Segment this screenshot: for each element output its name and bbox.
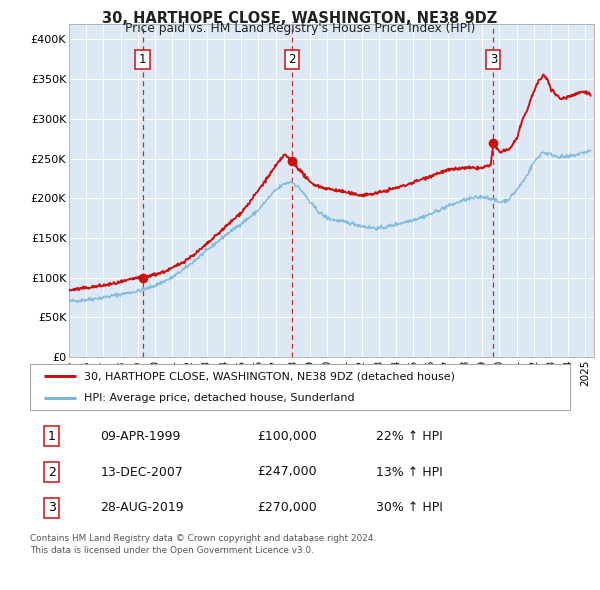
Text: 3: 3 xyxy=(490,53,497,66)
Text: 2: 2 xyxy=(288,53,296,66)
Text: 1: 1 xyxy=(47,430,56,442)
Text: 22% ↑ HPI: 22% ↑ HPI xyxy=(376,430,442,442)
Text: 30, HARTHOPE CLOSE, WASHINGTON, NE38 9DZ (detached house): 30, HARTHOPE CLOSE, WASHINGTON, NE38 9DZ… xyxy=(84,372,455,382)
Text: 13% ↑ HPI: 13% ↑ HPI xyxy=(376,466,442,478)
Text: £100,000: £100,000 xyxy=(257,430,317,442)
Text: £247,000: £247,000 xyxy=(257,466,316,478)
Text: 30, HARTHOPE CLOSE, WASHINGTON, NE38 9DZ: 30, HARTHOPE CLOSE, WASHINGTON, NE38 9DZ xyxy=(103,11,497,25)
Text: 13-DEC-2007: 13-DEC-2007 xyxy=(100,466,183,478)
Text: 28-AUG-2019: 28-AUG-2019 xyxy=(100,502,184,514)
Text: 1: 1 xyxy=(139,53,146,66)
Text: 30% ↑ HPI: 30% ↑ HPI xyxy=(376,502,442,514)
Text: HPI: Average price, detached house, Sunderland: HPI: Average price, detached house, Sund… xyxy=(84,392,355,402)
FancyBboxPatch shape xyxy=(30,364,570,410)
Text: Contains HM Land Registry data © Crown copyright and database right 2024.
This d: Contains HM Land Registry data © Crown c… xyxy=(30,534,376,555)
Text: 09-APR-1999: 09-APR-1999 xyxy=(100,430,181,442)
Text: 3: 3 xyxy=(47,502,56,514)
Text: 2: 2 xyxy=(47,466,56,478)
Text: Price paid vs. HM Land Registry's House Price Index (HPI): Price paid vs. HM Land Registry's House … xyxy=(125,22,475,35)
Text: £270,000: £270,000 xyxy=(257,502,317,514)
